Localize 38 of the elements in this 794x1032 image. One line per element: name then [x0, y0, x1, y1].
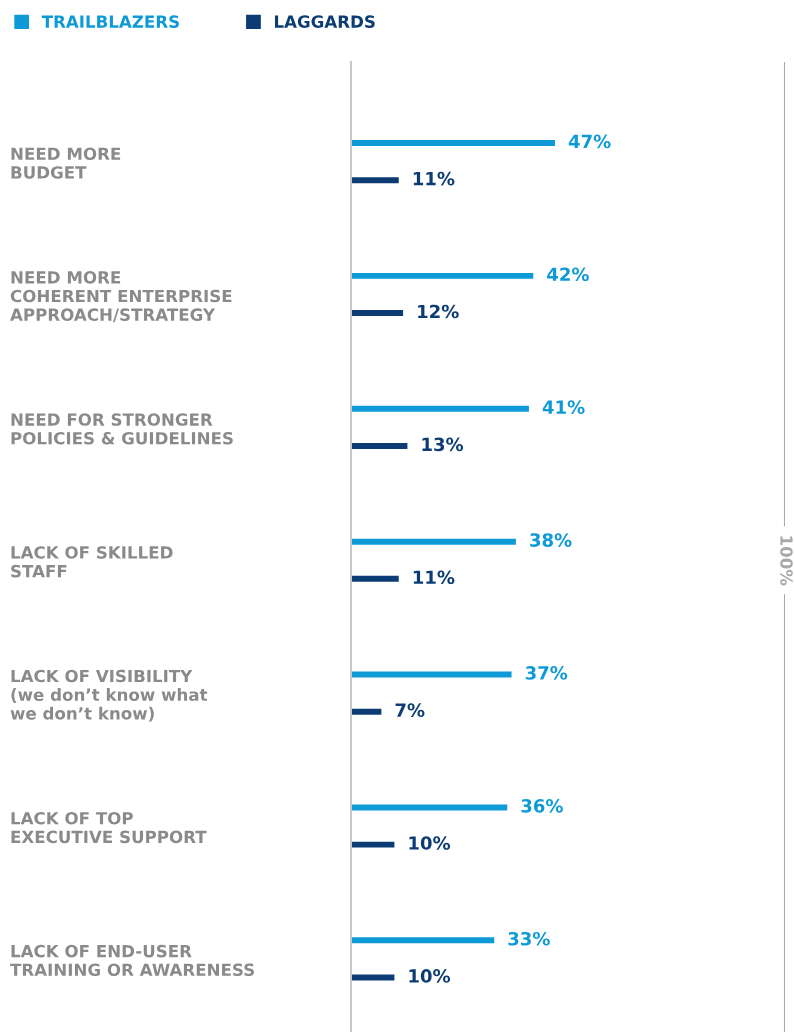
data-label: 11% — [413, 171, 455, 186]
bar — [351, 974, 395, 981]
legend-label: LAGGARDS — [274, 15, 375, 28]
bar — [351, 937, 495, 944]
data-label: 37% — [525, 666, 568, 680]
bar — [351, 405, 529, 412]
bar — [351, 575, 399, 582]
bar — [351, 671, 512, 678]
y-tick-label: LACK OF VISIBILITY (we don’t know what we don’t know) — [10, 669, 208, 722]
bar — [351, 139, 555, 146]
data-label: 47% — [568, 134, 611, 149]
bar — [351, 177, 399, 184]
bar — [351, 442, 408, 449]
data-label: 11% — [413, 570, 455, 585]
ref-line-label: 100% — [780, 536, 793, 586]
data-label: 36% — [521, 799, 563, 813]
data-label: 38% — [530, 533, 572, 547]
data-label: 10% — [409, 836, 451, 850]
bar — [351, 538, 516, 545]
bar — [351, 804, 508, 811]
data-label: 10% — [409, 969, 451, 983]
y-tick-label: LACK OF SKILLED STAFF — [11, 546, 173, 578]
data-label: 13% — [422, 437, 464, 452]
data-label: 12% — [418, 304, 459, 319]
y-tick-label: LACK OF TOP EXECUTIVE SUPPORT — [11, 811, 207, 844]
y-tick-label: NEED MORE BUDGET — [11, 147, 121, 179]
y-tick-label: LACK OF END-USER TRAINING OR AWARENESS — [10, 944, 254, 977]
data-label: 7% — [395, 703, 425, 717]
y-tick-label: NEED FOR STRONGER POLICIES & GUIDELINES — [11, 413, 233, 445]
bar — [351, 272, 534, 279]
data-label: 42% — [547, 267, 589, 282]
data-label: 33% — [508, 931, 550, 946]
legend-label: TRAILBLAZERS — [41, 15, 179, 28]
y-tick-label: NEED MORE COHERENT ENTERPRISE APPROACH/STRATEGY — [10, 271, 232, 323]
data-label: 41% — [542, 400, 585, 414]
bar — [351, 708, 382, 715]
bar — [351, 310, 404, 317]
bar — [351, 841, 395, 848]
